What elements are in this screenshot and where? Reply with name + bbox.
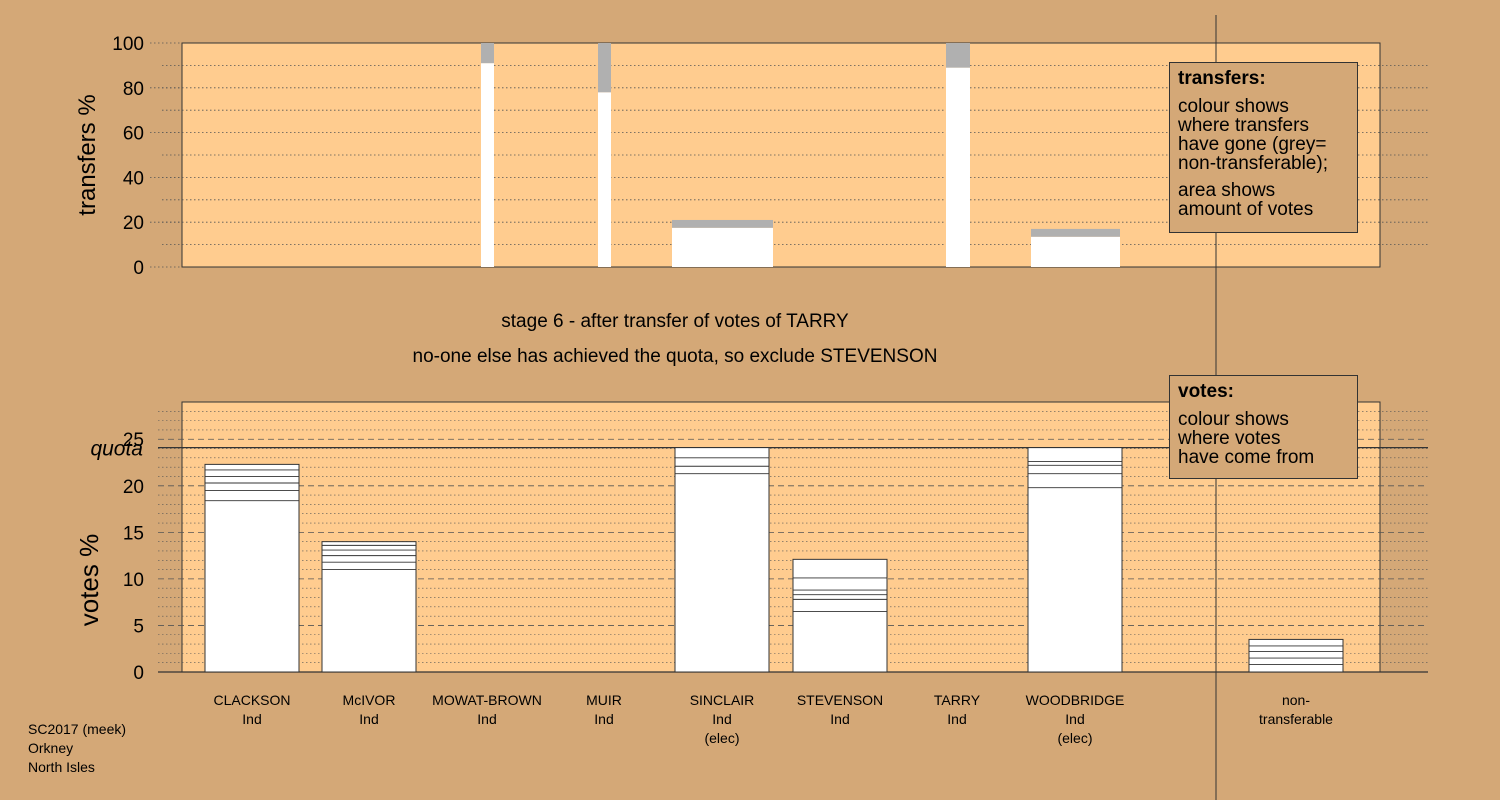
- candidate-labels: CLACKSON Ind McIVOR Ind MOWAT-BROWN Ind MUIR In…: [213, 692, 1333, 746]
- footer-council: Orkney: [28, 740, 74, 756]
- candidate-party: Ind: [477, 711, 496, 727]
- vote-bar: [792, 558, 888, 673]
- transfers-legend: transfers: colour shows where transfers …: [1169, 62, 1358, 233]
- candidate-name: WOODBRIDGE: [1026, 692, 1125, 708]
- transfer-bar-non-transferable: [946, 43, 970, 68]
- votes-tick-label: 10: [123, 570, 144, 591]
- candidate-name: McIVOR: [343, 692, 396, 708]
- footer-info: SC2017 (meek) Orkney North Isles: [28, 720, 126, 777]
- transfer-bar-transferable: [672, 227, 773, 267]
- votes-legend: votes: colour shows where votes have com…: [1169, 375, 1358, 479]
- candidate-party: Ind: [1065, 711, 1084, 727]
- candidate-party: Ind: [712, 711, 731, 727]
- transfers-axis-label: transfers %: [74, 94, 101, 215]
- stage-heading: stage 6 - after transfer of votes of TAR…: [501, 311, 849, 332]
- candidate-party: Ind: [242, 711, 261, 727]
- transfers-tick-label: 100: [112, 34, 144, 55]
- vote-bar: [1027, 447, 1123, 673]
- votes-legend-line: where votes: [1178, 428, 1281, 449]
- footer-ward: North Isles: [28, 759, 95, 775]
- transfer-bar-transferable: [1031, 236, 1120, 267]
- vote-bar: [204, 463, 300, 673]
- votes-legend-title: votes:: [1178, 381, 1234, 402]
- transfers-tick-label: 40: [123, 168, 144, 189]
- transfers-legend-line: non-transferable);: [1178, 153, 1328, 174]
- transfer-bar-non-transferable: [598, 43, 611, 93]
- transfer-bar-transferable: [946, 67, 970, 267]
- candidate-party: Ind: [830, 711, 849, 727]
- vote-bar: [1248, 638, 1344, 673]
- transfers-legend-line: colour shows: [1178, 96, 1289, 117]
- candidate-party: Ind: [359, 711, 378, 727]
- candidate-status: (elec): [1057, 730, 1092, 746]
- candidate-status: (elec): [704, 730, 739, 746]
- non-transferable-label: non-: [1282, 692, 1310, 708]
- footer-election: SC2017 (meek): [28, 721, 127, 737]
- vote-bar: [674, 447, 770, 673]
- candidate-party: Ind: [947, 711, 966, 727]
- transfers-legend-title: transfers:: [1178, 68, 1266, 89]
- transfer-bar-non-transferable: [672, 219, 773, 228]
- candidate-name: MUIR: [586, 692, 622, 708]
- candidate-name: TARRY: [934, 692, 981, 708]
- votes-tick-label: 0: [133, 663, 144, 684]
- votes-tick-label: 5: [133, 616, 144, 637]
- transfers-legend-line: amount of votes: [1178, 199, 1314, 220]
- candidate-name: STEVENSON: [797, 692, 883, 708]
- candidate-name: CLACKSON: [213, 692, 290, 708]
- non-transferable-label: transferable: [1259, 711, 1333, 727]
- transfer-bar-transferable: [481, 63, 494, 267]
- transfers-tick-label: 60: [123, 124, 144, 145]
- candidate-name: SINCLAIR: [690, 692, 755, 708]
- stage-subheading: no-one else has achieved the quota, so e…: [412, 346, 938, 367]
- transfer-bar-transferable: [598, 92, 611, 267]
- votes-tick-label: 15: [123, 523, 144, 544]
- votes-legend-line: have come from: [1178, 447, 1315, 468]
- transfers-tick-label: 20: [123, 213, 144, 234]
- votes-tick-label: 20: [123, 477, 144, 498]
- transfer-bar-non-transferable: [481, 43, 494, 64]
- votes-legend-line: colour shows: [1178, 409, 1289, 430]
- transfers-legend-line: area shows: [1178, 180, 1276, 201]
- votes-axis-label: votes %: [74, 534, 104, 627]
- transfer-bar-non-transferable: [1031, 228, 1120, 237]
- quota-label: quota: [90, 438, 143, 461]
- transfers-legend-line: where transfers: [1178, 115, 1309, 136]
- votes-tick-label: 25: [123, 430, 144, 451]
- transfers-tick-label: 80: [123, 79, 144, 100]
- vote-bar: [321, 541, 417, 673]
- transfers-tick-label: 0: [133, 258, 144, 279]
- candidate-party: Ind: [594, 711, 613, 727]
- transfers-legend-line: have gone (grey=: [1178, 134, 1327, 155]
- candidate-name: MOWAT-BROWN: [432, 692, 542, 708]
